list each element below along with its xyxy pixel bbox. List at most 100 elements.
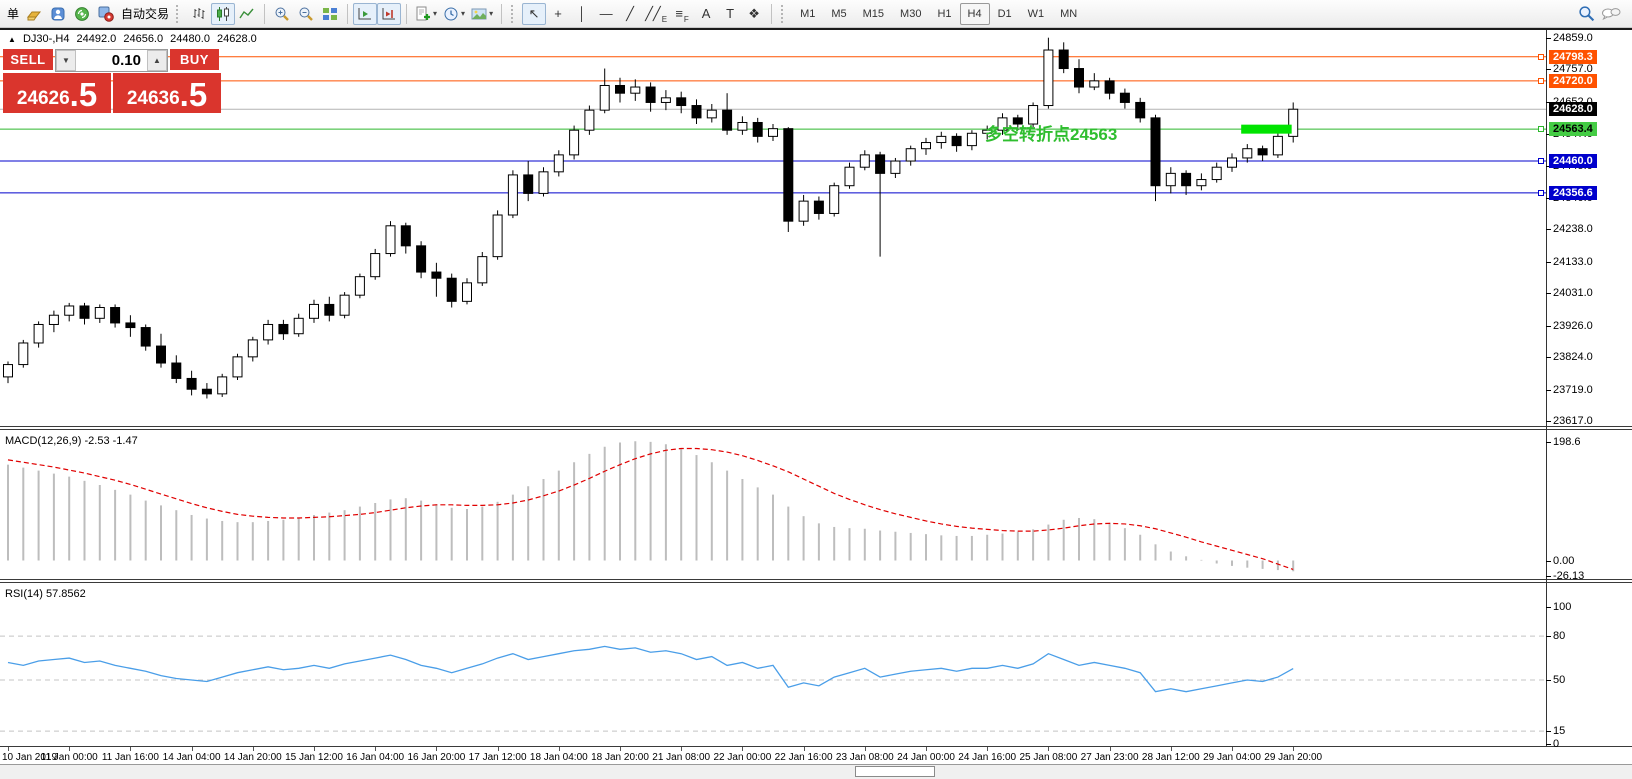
candle xyxy=(79,302,90,325)
chart-shift-button[interactable] xyxy=(377,2,402,25)
line-anchor-square xyxy=(1538,158,1544,165)
collapse-icon[interactable]: ▲ xyxy=(8,35,16,44)
vertical-line-tool-button[interactable]: │ xyxy=(578,6,587,21)
crosshair-tool-button[interactable]: + xyxy=(554,6,562,21)
macd-label: MACD(12,26,9) -2.53 -1.47 xyxy=(5,435,138,447)
line-chart-button[interactable] xyxy=(235,3,259,25)
candle xyxy=(324,296,335,322)
timeframe-mn-button[interactable]: MN xyxy=(1060,7,1078,20)
macd-scale-tick xyxy=(1546,560,1551,562)
periods-button[interactable]: ▾ xyxy=(440,3,468,25)
horizontal-line-tool-button[interactable]: — xyxy=(599,6,613,21)
timeframe-m30-button[interactable]: M30 xyxy=(900,7,922,20)
candle xyxy=(584,105,595,135)
candle xyxy=(829,182,840,217)
time-tick xyxy=(803,747,805,751)
price-tick-label: 24238.0 xyxy=(1553,223,1593,236)
equidistant-channel-tool-button[interactable]: ╱╱ E xyxy=(645,6,668,24)
candle xyxy=(905,145,916,166)
text-label-tool-button[interactable]: T xyxy=(726,6,735,21)
timeframe-h4-button[interactable]: H4 xyxy=(959,2,990,25)
zoom-in-button[interactable] xyxy=(270,3,294,25)
text-tool-button[interactable]: A xyxy=(701,6,711,21)
arrows-tool-button[interactable]: ❖ xyxy=(748,6,760,21)
autotrading-label[interactable]: 自动交易 xyxy=(121,7,170,21)
rsi-scale-tick xyxy=(1546,636,1551,638)
candle xyxy=(462,278,472,305)
community-icon[interactable] xyxy=(46,3,70,25)
pane-separator[interactable] xyxy=(0,579,1632,583)
time-tick xyxy=(742,747,744,751)
profile-icon[interactable] xyxy=(22,3,46,25)
price-tick-label: 24031.0 xyxy=(1553,287,1593,300)
timeframe-h1-button[interactable]: H1 xyxy=(937,7,952,20)
sell-price[interactable]: 24626 .5 xyxy=(3,73,111,113)
chevron-down-icon[interactable]: ▾ xyxy=(461,9,466,18)
chart-annotation: 多空转折点24563 xyxy=(985,125,1118,144)
templates-button[interactable]: ▾ xyxy=(468,3,496,25)
timeframe-m15-button[interactable]: M15 xyxy=(862,7,885,20)
candle xyxy=(1288,102,1299,143)
candle xyxy=(936,131,947,149)
indicators-button[interactable]: ▾ xyxy=(412,3,440,25)
new-order-button[interactable]: 单 xyxy=(7,7,20,21)
autotrading-icon[interactable] xyxy=(94,3,118,25)
ohlc-high: 24656.0 xyxy=(123,33,164,45)
volume-input[interactable] xyxy=(76,50,147,71)
fibonacci-tool-button[interactable]: ≡ F xyxy=(675,6,689,24)
toolbar: 单 自动交易 xyxy=(0,0,1632,28)
pane-separator[interactable] xyxy=(0,426,1632,430)
chevron-down-icon[interactable]: ▾ xyxy=(433,9,438,18)
macd-scale-tick xyxy=(1546,576,1551,578)
timeframe-m5-button[interactable]: M5 xyxy=(831,7,847,20)
candle xyxy=(523,161,534,202)
price-tick xyxy=(1546,389,1551,391)
tile-windows-button[interactable] xyxy=(318,3,342,25)
volume-increase-button[interactable]: ▲ xyxy=(147,50,167,71)
candle xyxy=(18,339,29,368)
candlestick-chart-button[interactable] xyxy=(211,2,236,25)
candle xyxy=(875,151,886,257)
time-tick xyxy=(436,747,438,751)
price-tick xyxy=(1546,198,1551,200)
timeframe-d1-button[interactable]: D1 xyxy=(997,7,1012,20)
signals-icon[interactable] xyxy=(70,3,94,25)
macd-scale-label: 198.6 xyxy=(1553,435,1581,448)
candle xyxy=(400,222,411,254)
candle xyxy=(890,157,901,178)
candle xyxy=(186,370,197,396)
time-label: 11 Jan 00:00 xyxy=(40,752,98,763)
trendline-tool-button[interactable]: ╱ xyxy=(626,6,634,21)
zoom-out-button[interactable] xyxy=(294,3,318,25)
bar-chart-button[interactable] xyxy=(187,3,211,25)
price-badge: 24460.0 xyxy=(1549,154,1597,169)
volume-decrease-button[interactable]: ▼ xyxy=(56,50,76,71)
chat-icon[interactable] xyxy=(1598,3,1624,25)
candle xyxy=(492,210,503,260)
time-label: 11 Jan 16:00 xyxy=(101,752,159,763)
time-tick xyxy=(314,747,315,751)
candle xyxy=(1119,88,1130,109)
time-label: 24 Jan 00:00 xyxy=(897,752,955,763)
buy-price[interactable]: 24636 .5 xyxy=(113,73,221,113)
chart-title: ▲ DJ30-,H4 24492.0 24656.0 24480.0 24628… xyxy=(8,33,261,45)
sell-button[interactable]: SELL xyxy=(3,49,53,72)
time-label: 10 Jan 2019 xyxy=(2,752,58,763)
time-tick xyxy=(130,747,132,751)
horizontal-scrollbar-thumb[interactable] xyxy=(855,766,935,777)
buy-button[interactable]: BUY xyxy=(170,49,219,72)
candle xyxy=(1181,170,1192,195)
price-tick xyxy=(1546,325,1551,327)
time-label: 18 Jan 04:00 xyxy=(529,752,588,763)
timeframe-w1-button[interactable]: W1 xyxy=(1027,7,1045,20)
price-tick-label: 24757.0 xyxy=(1553,63,1593,76)
timeframe-m1-button[interactable]: M1 xyxy=(800,7,816,20)
rsi-scale-label: 50 xyxy=(1553,674,1566,686)
candle xyxy=(125,315,136,337)
cursor-tool-button[interactable]: ↖ xyxy=(522,2,547,25)
chevron-down-icon[interactable]: ▾ xyxy=(489,9,494,18)
search-icon[interactable] xyxy=(1574,3,1598,25)
price-tick xyxy=(1546,69,1551,71)
candle xyxy=(48,310,59,333)
auto-scroll-button[interactable] xyxy=(353,2,378,25)
